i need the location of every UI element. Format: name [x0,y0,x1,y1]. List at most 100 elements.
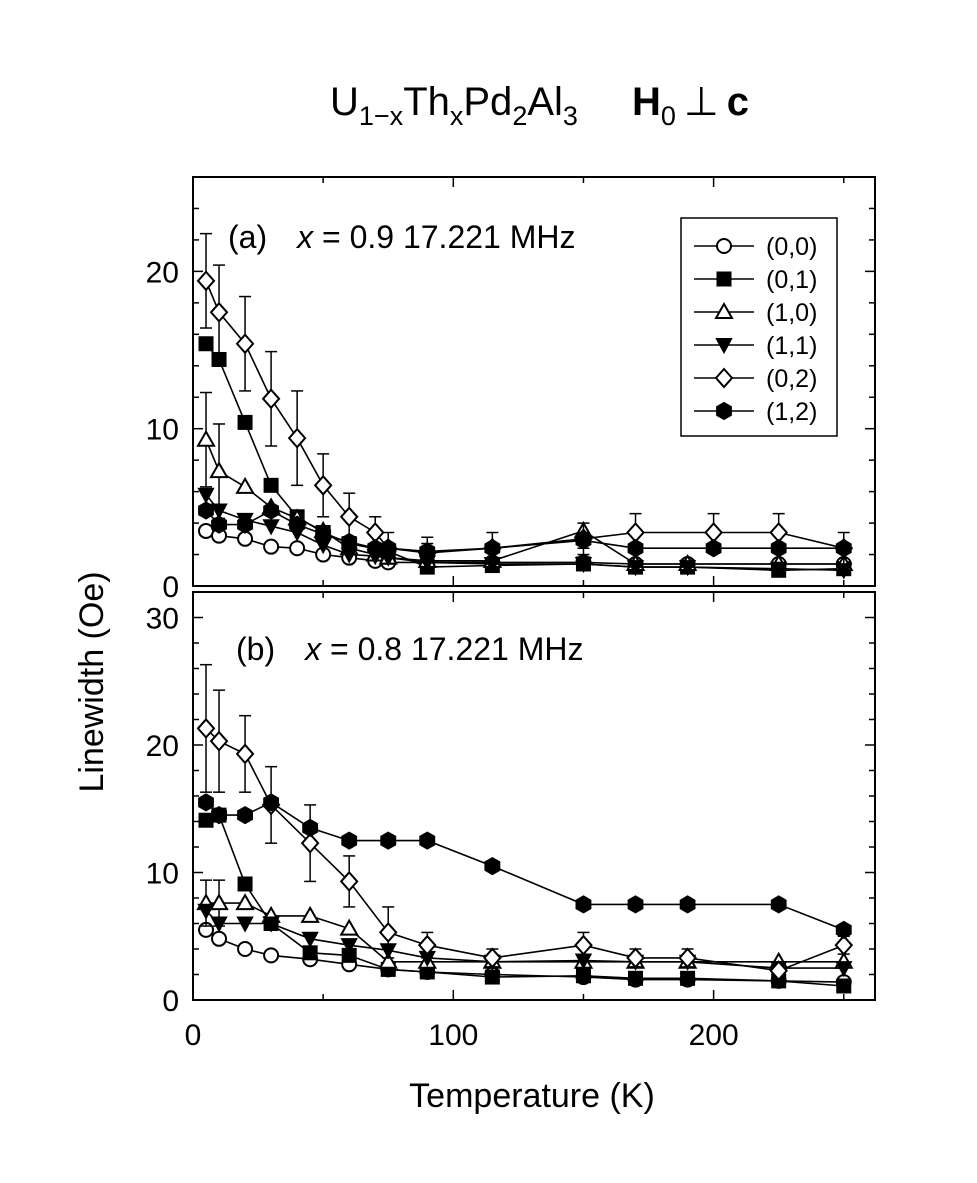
data-point-hexagon [341,532,358,552]
data-point-hexagon [835,539,852,558]
panel-b: 0 10 20 30 (b) x = 0.8 17.221 MHz [146,591,876,1018]
panel-b-label: (b) [236,631,275,667]
chart-title: U1−xThxPd2Al3 [330,80,578,131]
panel-b-series [196,663,854,994]
legend-item: (1,0) [694,299,817,327]
data-point-triangle-down [678,560,697,577]
title-perp: ⊥ [684,80,719,124]
data-point-square [575,968,591,984]
data-point-diamond [196,270,216,292]
data-point-square [198,812,214,828]
panel-a-annotation: (a) x = 0.9 17.221 MHz [228,219,575,255]
data-point-hexagon [380,539,397,558]
data-point-hexagon [237,515,253,534]
legend-item: (0,0) [694,233,817,261]
data-point-diamond [209,730,229,752]
panel-a-y-tick-label: 20 [146,256,179,289]
panel-b-series-1 [198,807,852,994]
x-tick-label: 0 [185,1019,202,1052]
data-point-hexagon [575,895,592,914]
data-point-hexagon [263,501,279,520]
data-point-circle [237,530,254,547]
panel-b-series-line [205,801,845,931]
data-point-diamond [300,832,320,854]
data-point-hexagon [198,501,214,520]
data-point-hexagon [419,831,436,850]
panel-a-series [196,232,854,580]
data-point-hexagon [484,856,501,876]
data-point-triangle-down [210,503,228,520]
data-point-triangle-up [339,918,359,936]
data-point-hexagon [315,524,332,544]
panel-b-y-tick-label: 20 [146,730,179,763]
data-point-diamond [769,960,789,982]
data-point-hexagon [341,831,358,850]
panel-a-y-tick-label: 10 [146,414,179,447]
data-point-square [836,978,852,994]
data-point-square [484,969,500,985]
data-point-hexagon [380,831,397,850]
data-point-hexagon [770,539,787,558]
y-axis-label: Linewidth (Oe) [73,571,111,792]
data-point-diamond [483,947,502,969]
panel-b-annotation: (b) x = 0.8 17.221 MHz [236,631,583,667]
data-point-triangle-up [196,429,216,447]
panel-a-y-tick-labels: 0 10 20 [146,256,179,604]
data-point-triangle-down [262,916,280,933]
title-sub-x: x [450,101,464,131]
data-point-triangle-up [300,905,320,923]
data-point-triangle-up [235,476,255,494]
legend-box [680,217,838,437]
legend-label: (0,0) [766,233,817,261]
legend-label: (1,1) [766,332,817,360]
panel-a-y-tick-label: 0 [162,571,179,604]
data-point-diamond [626,947,645,969]
title-u: U [330,80,359,124]
data-point-circle [211,930,228,947]
data-point-hexagon [289,515,306,534]
data-point-circle [237,941,254,957]
panel-b-series-2 [196,879,854,969]
panel-b-series-line [205,814,844,987]
panel-b-params: = 0.8 17.221 MHz [321,631,583,667]
panel-b-y-tick-label: 30 [146,603,179,636]
data-point-hexagon [770,895,787,914]
title-sub-1mx: 1−x [359,101,404,131]
panel-a-series-line [205,494,844,572]
legend-marker-square [716,271,732,287]
legend-item: (0,2) [694,365,817,393]
data-point-triangle-down [835,961,853,978]
data-point-hexagon [835,920,852,940]
title-sub-3: 3 [563,101,578,131]
legend-item: (1,1) [694,332,817,360]
data-point-circle [263,947,280,964]
data-point-hexagon [627,895,644,914]
data-point-hexagon [627,539,644,558]
panel-a-series-line [205,280,844,554]
panel-a-frame [192,176,876,587]
title-h-sub: 0 [661,101,676,131]
data-point-hexagon [575,531,592,550]
panel-a-var: x [295,219,314,255]
data-point-triangle-down [262,519,280,536]
data-point-square [628,970,644,986]
title-al: Al [527,80,563,124]
data-point-triangle-down [770,561,788,578]
panel-b-y-tick-label: 10 [146,858,179,891]
data-point-diamond [704,522,723,544]
data-point-hexagon [211,805,227,825]
data-point-square [302,945,318,961]
data-point-hexagon [263,793,279,812]
legend-marker-hexagon [716,401,732,421]
data-point-diamond [574,934,593,956]
chart-title-field: H0 ⊥ c [632,80,749,131]
legend-label: (1,2) [766,398,817,426]
data-point-triangle-down [340,938,358,955]
panel-a-ticks [192,176,875,587]
x-tick-label: 200 [689,1019,739,1052]
data-point-square [198,336,214,352]
panel-a-series-5 [198,501,852,561]
panel-a-label: (a) [228,219,267,255]
data-point-diamond [339,506,359,528]
